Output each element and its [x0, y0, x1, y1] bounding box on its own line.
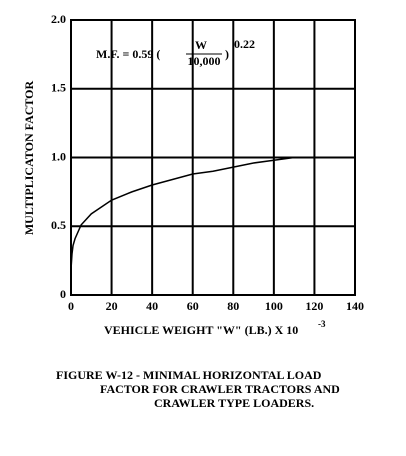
formula-denominator: 10,000 — [188, 54, 221, 68]
y-axis-label: MULTIPLICATON FACTOR — [22, 80, 36, 235]
x-axis-label: VEHICLE WEIGHT "W" (LB.) X 10 — [104, 323, 298, 337]
caption: FACTOR FOR CRAWLER TRACTORS AND — [100, 382, 340, 396]
formula: M.F. = 0.59 ( — [96, 47, 160, 61]
y-tick-label: 2.0 — [51, 12, 66, 26]
x-tick-label: 140 — [346, 299, 364, 313]
x-tick-label: 40 — [146, 299, 158, 313]
x-tick-label: 120 — [305, 299, 323, 313]
x-tick-label: 60 — [187, 299, 199, 313]
y-tick-label: 0 — [60, 287, 66, 301]
caption: FIGURE W-12 - MINIMAL HORIZONTAL LOAD — [56, 368, 322, 382]
formula-suffix: ) — [225, 47, 229, 61]
x-tick-label: 20 — [106, 299, 118, 313]
x-tick-label: 80 — [227, 299, 239, 313]
x-tick-label: 0 — [68, 299, 74, 313]
formula-numerator: W — [195, 38, 207, 52]
x-tick-label: 100 — [265, 299, 283, 313]
formula-exponent: 0.22 — [234, 37, 255, 51]
y-tick-label: 1.0 — [51, 149, 66, 163]
y-tick-label: 0.5 — [51, 218, 66, 232]
data-line — [70, 156, 355, 267]
x-axis-label-exponent: -3 — [318, 319, 326, 329]
caption: CRAWLER TYPE LOADERS. — [154, 396, 314, 410]
y-tick-label: 1.5 — [51, 81, 66, 95]
